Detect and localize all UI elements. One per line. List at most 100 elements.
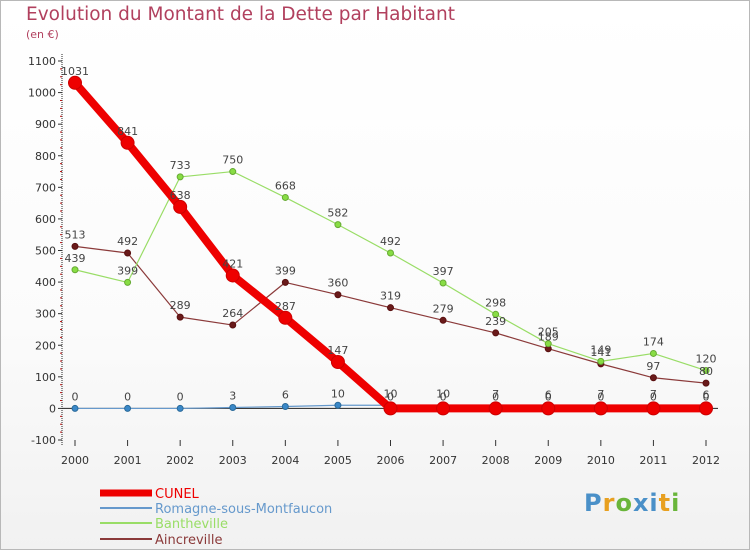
data-label-aincreville: 279 (433, 302, 454, 315)
data-label-romagne-sous-montfaucon: 10 (384, 387, 398, 400)
data-point-cunel (699, 401, 713, 416)
series-line-aincreville (74, 245, 707, 384)
legend-label-aincreville: Aincreville (155, 533, 222, 548)
data-label-romagne-sous-montfaucon: 0 (72, 390, 79, 403)
data-label-bantheville: 733 (170, 159, 191, 172)
data-point-cunel (330, 354, 345, 369)
data-point-bantheville (492, 310, 500, 318)
data-point-aincreville (387, 304, 394, 312)
data-label-bantheville: 298 (485, 296, 506, 309)
logo-letter: P (584, 489, 603, 517)
data-label-aincreville: 97 (646, 360, 660, 373)
data-label-bantheville: 668 (275, 179, 296, 192)
x-tick-label: 2011 (639, 454, 667, 467)
x-tick-label: 2010 (587, 454, 615, 467)
data-point-bantheville (281, 193, 289, 201)
x-tick-label: 2004 (271, 454, 299, 467)
chart-subtitle: (en €) (26, 28, 59, 41)
data-label-bantheville: 205 (538, 326, 559, 339)
data-point-aincreville (124, 249, 132, 257)
logo-letter: r (602, 489, 616, 517)
data-label-romagne-sous-montfaucon: 10 (331, 387, 345, 400)
y-tick-label: 0 (49, 402, 56, 415)
data-point-aincreville (281, 278, 289, 286)
data-label-bantheville: 492 (380, 235, 401, 248)
data-label-bantheville: 174 (643, 335, 664, 348)
x-tick-label: 2002 (166, 454, 194, 467)
data-label-romagne-sous-montfaucon: 0 (177, 390, 184, 403)
x-tick-label: 2007 (429, 454, 457, 467)
data-point-romagne-sous-montfaucon (229, 403, 237, 411)
data-point-bantheville (176, 173, 184, 181)
legend-label-romagne-sous-montfaucon: Romagne-sous-Montfaucon (155, 502, 332, 517)
data-point-aincreville (334, 291, 342, 299)
y-tick-label: 100 (35, 371, 56, 384)
logo-letter: i (671, 489, 681, 517)
data-point-cunel (593, 401, 608, 416)
x-tick-label: 2012 (692, 454, 720, 467)
data-label-aincreville: 189 (538, 331, 559, 344)
y-tick-label: 400 (35, 276, 56, 289)
data-label-romagne-sous-montfaucon: 10 (436, 387, 450, 400)
data-label-bantheville: 399 (117, 264, 138, 277)
logo-letter: o (615, 489, 633, 517)
data-point-bantheville (544, 340, 552, 348)
data-label-romagne-sous-montfaucon: 6 (282, 389, 289, 402)
data-point-bantheville (387, 249, 394, 257)
data-label-aincreville: 289 (170, 299, 191, 312)
data-label-romagne-sous-montfaucon: 7 (492, 388, 499, 401)
y-tick-label: 1000 (28, 87, 56, 100)
chart-title: Evolution du Montant de la Dette par Hab… (26, 4, 455, 25)
data-label-cunel: 287 (275, 300, 296, 313)
legend-label-bantheville: Bantheville (155, 517, 228, 532)
data-label-cunel: 841 (117, 125, 138, 138)
data-label-aincreville: 141 (590, 346, 611, 359)
data-label-cunel: 147 (327, 344, 348, 357)
x-tick-label: 2009 (534, 454, 562, 467)
data-point-bantheville (439, 279, 447, 287)
data-point-cunel (68, 75, 82, 90)
data-label-bantheville: 582 (327, 207, 348, 220)
data-point-cunel (120, 135, 135, 150)
data-point-cunel (278, 310, 293, 325)
data-label-bantheville: 750 (222, 154, 243, 167)
data-point-aincreville (439, 316, 447, 324)
data-point-cunel (436, 401, 451, 416)
data-point-cunel (383, 401, 398, 416)
y-tick-label: -100 (31, 434, 56, 447)
logo-letter: t (658, 489, 672, 517)
data-point-bantheville (334, 221, 342, 229)
data-label-cunel: 0 (597, 390, 604, 403)
legend-label-cunel: CUNEL (155, 487, 200, 502)
data-point-aincreville (649, 374, 657, 382)
x-tick-label: 2000 (61, 454, 89, 467)
y-tick-label: 500 (35, 245, 56, 258)
y-tick-label: 300 (35, 308, 56, 321)
data-label-aincreville: 239 (485, 315, 506, 328)
data-label-cunel: 0 (440, 390, 447, 403)
y-tick-label: 800 (35, 150, 56, 163)
y-tick-label: 1100 (28, 55, 56, 68)
data-label-cunel: 0 (545, 390, 552, 403)
x-tick-label: 2003 (219, 454, 247, 467)
data-label-cunel: 0 (492, 390, 499, 403)
data-label-cunel: 0 (650, 390, 657, 403)
logo-letter: i (649, 489, 659, 517)
data-label-aincreville: 264 (222, 307, 243, 320)
data-label-aincreville: 319 (380, 290, 401, 303)
data-label-aincreville: 492 (117, 235, 138, 248)
data-point-bantheville (649, 349, 657, 357)
data-point-romagne-sous-montfaucon (71, 404, 79, 412)
data-point-bantheville (702, 367, 710, 375)
data-label-cunel: 0 (703, 390, 710, 403)
data-point-cunel (173, 199, 188, 214)
data-label-cunel: 1031 (61, 65, 89, 78)
x-tick-label: 2008 (482, 454, 510, 467)
data-label-aincreville: 399 (275, 264, 296, 277)
data-label-aincreville: 513 (65, 228, 86, 241)
data-label-romagne-sous-montfaucon: 7 (650, 388, 657, 401)
data-point-aincreville (176, 313, 184, 321)
data-label-bantheville: 439 (65, 252, 86, 265)
data-label-romagne-sous-montfaucon: 3 (229, 389, 236, 402)
